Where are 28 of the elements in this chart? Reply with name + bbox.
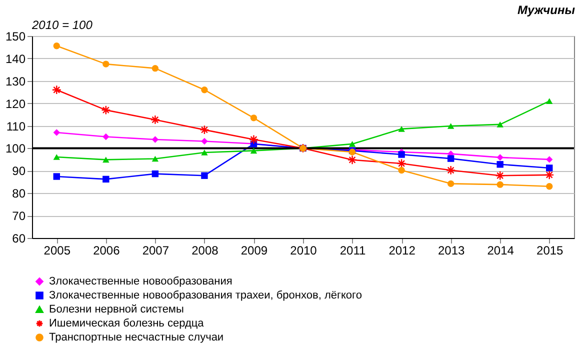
x-tick-label: 2013 (438, 244, 465, 258)
y-tick-label: 110 (6, 119, 26, 134)
chart-title: Мужчины (518, 3, 576, 17)
legend-label: Ишемическая болезнь сердца (49, 318, 205, 330)
x-tick-label: 2015 (536, 244, 564, 258)
y-tick-label: 130 (5, 74, 26, 88)
x-tick-label: 2007 (142, 244, 170, 258)
x-tick-label: 2011 (340, 244, 366, 258)
y-tick-label: 140 (5, 52, 26, 66)
text: 2010 = 100 (31, 18, 93, 32)
x-tick-label: 2009 (240, 244, 268, 258)
x-tick-label: 2010 (290, 244, 318, 258)
y-tick-label: 80 (12, 186, 26, 201)
y-tick-label: 100 (5, 142, 26, 156)
y-tick-label: 70 (12, 209, 26, 224)
y-tick-label: 150 (5, 30, 26, 44)
x-tick-label: 2008 (192, 244, 219, 258)
legend-label: Транспортные несчастные случаи (49, 332, 224, 344)
legend-label: Злокачественные новообразования трахеи, бронхов, лёгкого (49, 290, 362, 302)
y-tick-label: 60 (12, 232, 26, 246)
legend-label: Злокачественные новообразования (49, 276, 232, 288)
y-tick-label: 90 (12, 164, 26, 178)
y-tick-label: 120 (5, 96, 26, 111)
x-tick-label: 2012 (388, 244, 416, 258)
x-tick-label: 2005 (44, 244, 71, 258)
x-tick-label: 2006 (93, 244, 120, 258)
legend-label: Болезни нервной системы (49, 304, 184, 316)
x-tick-label: 2014 (487, 244, 514, 258)
